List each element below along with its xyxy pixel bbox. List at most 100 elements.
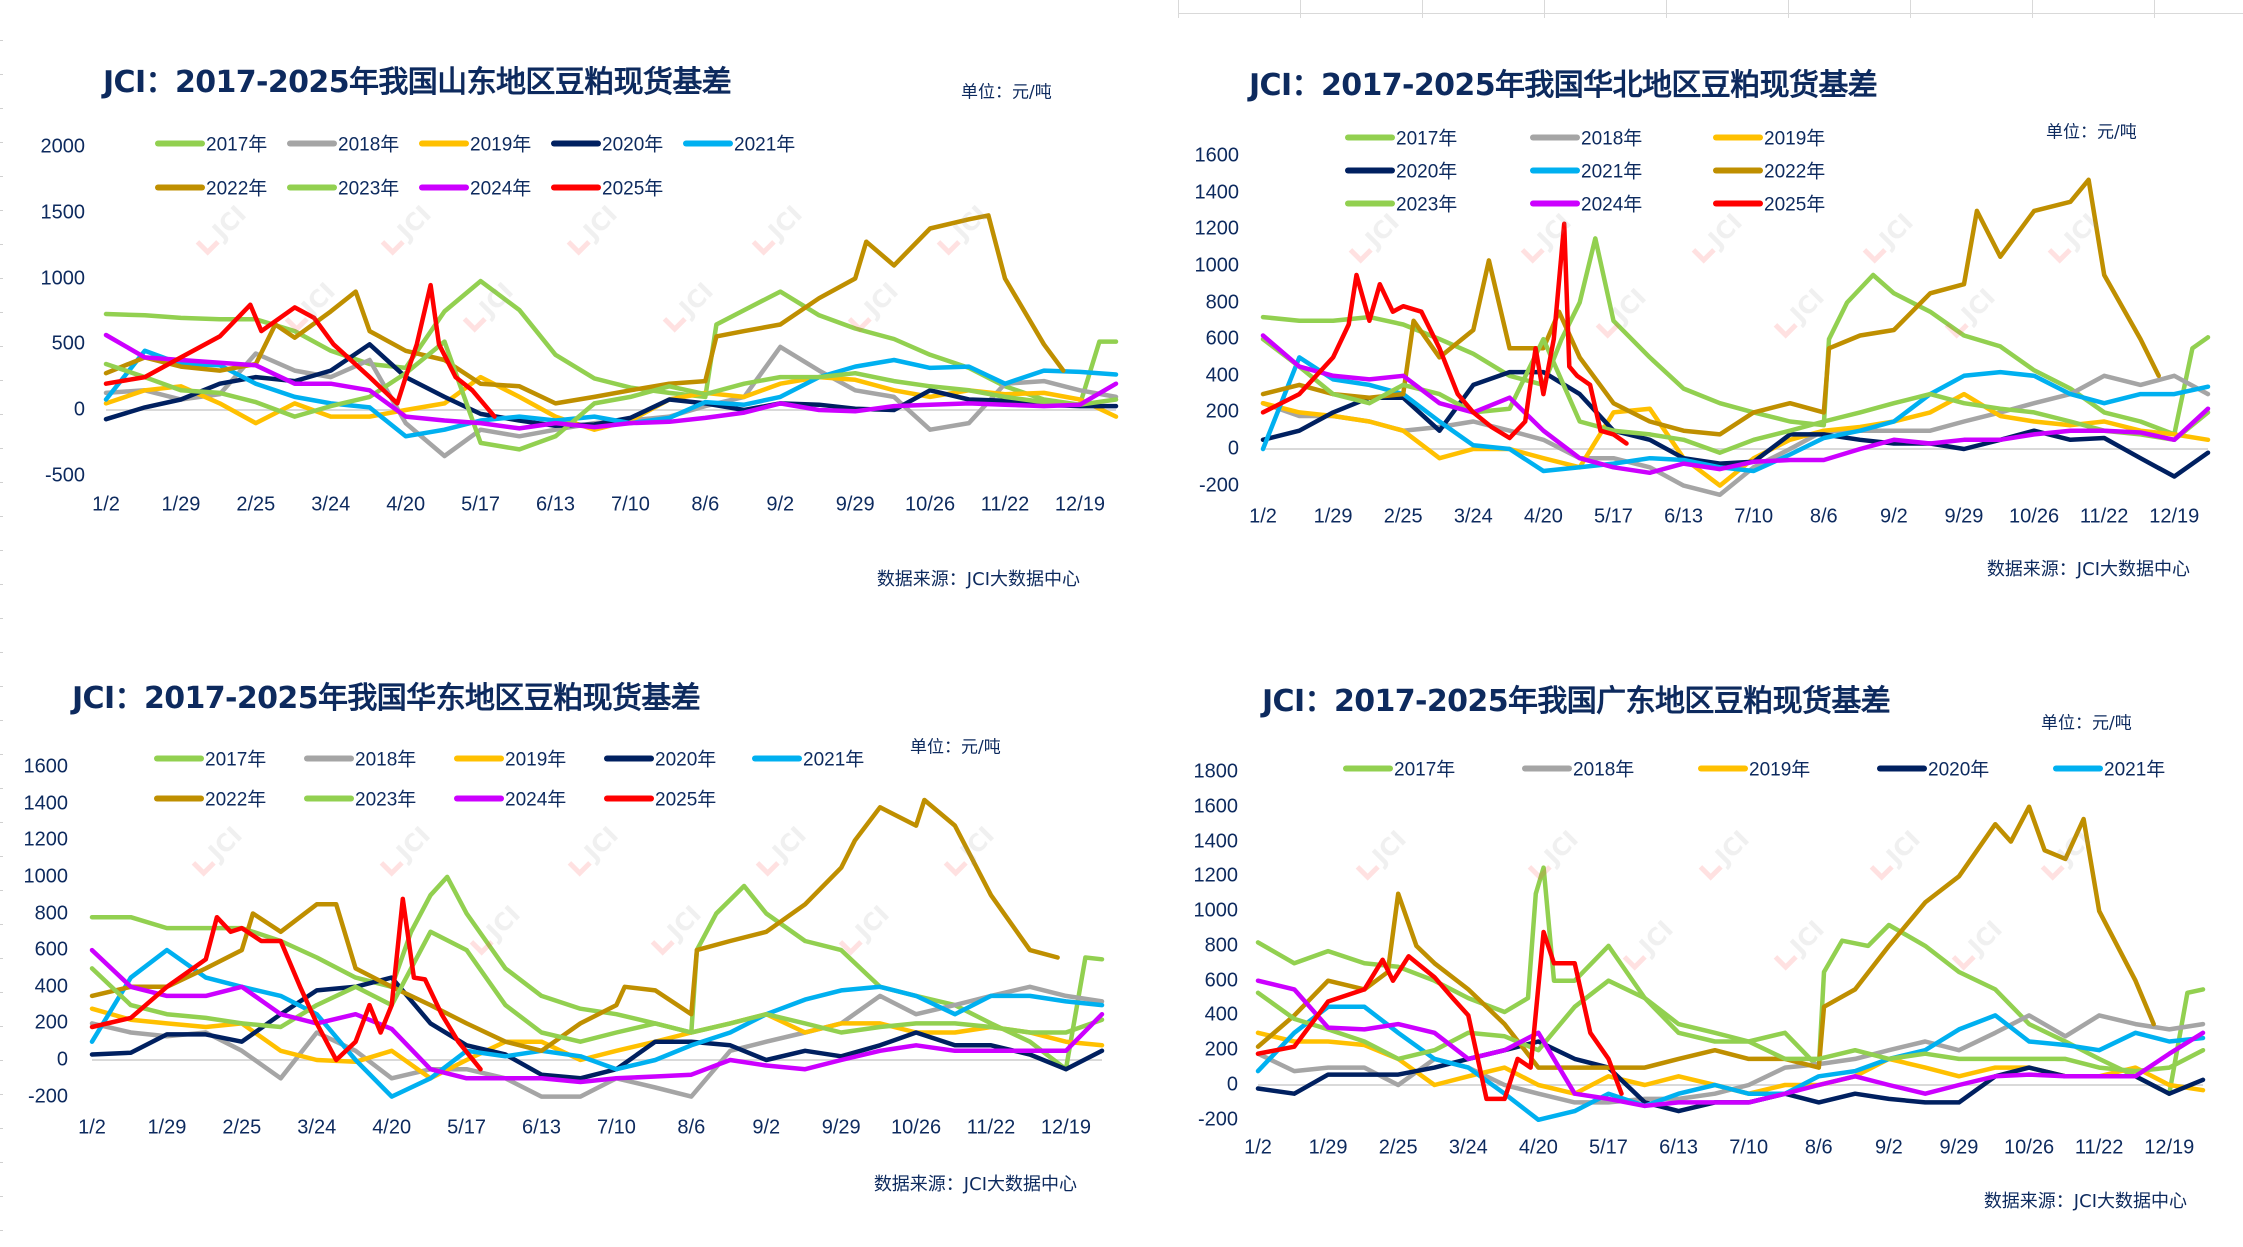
legend-swatch bbox=[419, 184, 469, 190]
gridline bbox=[2032, 0, 2033, 18]
legend-label: 2019年 bbox=[1749, 759, 1811, 781]
row-edge-tick bbox=[0, 448, 3, 449]
legend-swatch bbox=[419, 140, 469, 146]
row-edge-tick bbox=[0, 924, 3, 925]
row-edge-tick bbox=[0, 550, 3, 551]
y-tick-label: 200 bbox=[1204, 1038, 1238, 1061]
x-tick-label: 1/2 bbox=[1244, 1136, 1272, 1159]
legend-item[interactable]: 2017年 bbox=[1343, 755, 1455, 782]
x-tick-label: 8/6 bbox=[677, 1116, 706, 1139]
legend-item[interactable]: 2017年 bbox=[1345, 124, 1457, 151]
row-edge-tick bbox=[0, 142, 3, 143]
legend-label: 2021年 bbox=[1581, 161, 1643, 183]
legend-label: 2020年 bbox=[1928, 759, 1990, 781]
legend-item[interactable]: 2025年 bbox=[551, 174, 663, 201]
legend-label: 2018年 bbox=[338, 134, 400, 156]
legend-item[interactable]: 2018年 bbox=[1530, 124, 1642, 151]
legend-label: 2022年 bbox=[1764, 161, 1826, 183]
row-edge-tick bbox=[0, 176, 3, 177]
row-edge-tick bbox=[0, 686, 3, 687]
x-tick-label: 1/29 bbox=[1313, 505, 1353, 528]
y-tick-label: 600 bbox=[34, 938, 68, 961]
legend-item[interactable]: 2024年 bbox=[1530, 190, 1642, 217]
x-tick-label: 1/2 bbox=[1249, 505, 1277, 528]
series-line-2025 bbox=[89, 896, 483, 1072]
legend-item[interactable]: 2019年 bbox=[1713, 124, 1825, 151]
legend-item[interactable]: 2020年 bbox=[604, 745, 716, 772]
legend-item[interactable]: 2021年 bbox=[1530, 157, 1642, 184]
row-edge-tick bbox=[0, 1196, 3, 1197]
legend-item[interactable]: 2017年 bbox=[155, 130, 267, 157]
legend-item[interactable]: 2022年 bbox=[154, 785, 266, 812]
x-tick-label: 6/13 bbox=[522, 1116, 561, 1139]
legend-item[interactable]: 2024年 bbox=[419, 174, 531, 201]
y-tick-label: -200 bbox=[1198, 474, 1239, 497]
legend-item[interactable]: 2023年 bbox=[287, 174, 399, 201]
legend-item[interactable]: 2019年 bbox=[419, 130, 531, 157]
legend-item[interactable]: 2019年 bbox=[454, 745, 566, 772]
legend-item[interactable]: 2022年 bbox=[1713, 157, 1825, 184]
y-tick-label: 200 bbox=[34, 1011, 68, 1034]
series-line-2017 bbox=[1255, 865, 2206, 1096]
legend-item[interactable]: 2020年 bbox=[551, 130, 663, 157]
chart-title: JCI：2017-2025年我国山东地区豆粕现货基差 bbox=[103, 65, 732, 100]
x-tick-label: 5/17 bbox=[1589, 1136, 1628, 1159]
series-line-2023 bbox=[1255, 978, 2206, 1074]
x-tick-label: 1/29 bbox=[147, 1116, 187, 1139]
legend-label: 2024年 bbox=[470, 178, 532, 200]
y-tick-label: 400 bbox=[1205, 364, 1239, 387]
legend-item[interactable]: 2019年 bbox=[1698, 755, 1810, 782]
series-line-2023 bbox=[103, 339, 1119, 452]
legend-item[interactable]: 2021年 bbox=[752, 745, 864, 772]
y-tick-label: 800 bbox=[1204, 934, 1238, 957]
y-tick-label: 600 bbox=[1205, 327, 1239, 350]
x-tick-label: 10/26 bbox=[2009, 505, 2060, 528]
legend-item[interactable]: 2025年 bbox=[1713, 190, 1825, 217]
x-tick-label: 11/22 bbox=[2074, 1136, 2124, 1159]
series-line-2019 bbox=[89, 1006, 1105, 1081]
legend-item[interactable]: 2024年 bbox=[454, 785, 566, 812]
series-line-2025 bbox=[1260, 221, 1629, 446]
x-tick-label: 3/24 bbox=[297, 1116, 337, 1139]
legend-label: 2018年 bbox=[1581, 128, 1643, 150]
y-tick-label: 600 bbox=[1204, 969, 1238, 992]
legend-item[interactable]: 2020年 bbox=[1877, 755, 1989, 782]
legend-item[interactable]: 2018年 bbox=[1522, 755, 1634, 782]
legend-item[interactable]: 2018年 bbox=[304, 745, 416, 772]
row-edge-tick bbox=[0, 244, 3, 245]
legend-label: 2018年 bbox=[355, 749, 417, 771]
y-tick-label: 1000 bbox=[1193, 899, 1239, 922]
x-tick-label: 11/22 bbox=[980, 493, 1030, 516]
legend-item[interactable]: 2023年 bbox=[304, 785, 416, 812]
legend-label: 2019年 bbox=[1764, 128, 1826, 150]
row-edge-tick bbox=[0, 380, 3, 381]
legend-item[interactable]: 2022年 bbox=[155, 174, 267, 201]
legend-item[interactable]: 2021年 bbox=[2053, 755, 2165, 782]
legend-item[interactable]: 2020年 bbox=[1345, 157, 1457, 184]
x-tick-label: 9/2 bbox=[1874, 1136, 1903, 1159]
x-tick-label: 12/19 bbox=[1040, 1116, 1091, 1139]
unit-label: 单位：元/吨 bbox=[2046, 122, 2137, 143]
legend-item[interactable]: 2023年 bbox=[1345, 190, 1457, 217]
legend-label: 2025年 bbox=[602, 178, 664, 200]
legend-item[interactable]: 2021年 bbox=[683, 130, 795, 157]
legend-label: 2017年 bbox=[206, 134, 268, 156]
x-tick-label: 10/26 bbox=[891, 1116, 942, 1139]
legend-label: 2023年 bbox=[338, 178, 400, 200]
legend-item[interactable]: 2018年 bbox=[287, 130, 399, 157]
x-tick-label: 5/17 bbox=[447, 1116, 487, 1139]
row-edge-tick bbox=[0, 414, 3, 415]
legend-item[interactable]: 2017年 bbox=[154, 745, 266, 772]
legend-item[interactable]: 2025年 bbox=[604, 785, 716, 812]
series-line-2024 bbox=[103, 332, 1119, 431]
x-tick-label: 1/29 bbox=[161, 493, 201, 516]
row-edge-tick bbox=[0, 754, 3, 755]
row-edge-tick bbox=[0, 74, 3, 75]
legend-swatch bbox=[551, 184, 601, 190]
y-tick-label: 1600 bbox=[1194, 144, 1240, 167]
x-tick-label: 9/29 bbox=[835, 493, 875, 516]
x-tick-label: 6/13 bbox=[1659, 1136, 1699, 1159]
